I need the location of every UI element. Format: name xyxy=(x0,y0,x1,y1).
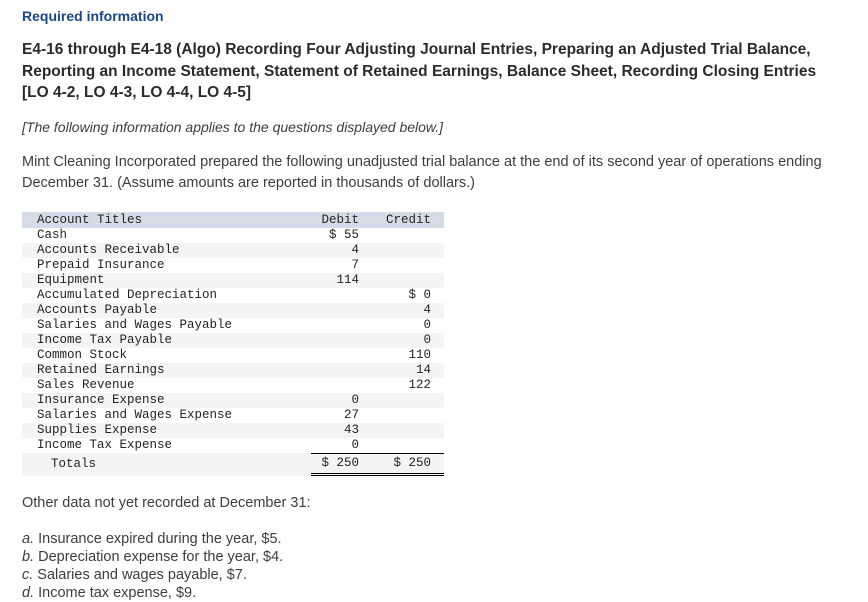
list-item: b. Depreciation expense for the year, $4… xyxy=(22,548,846,566)
row-amounts: 0 xyxy=(311,333,444,348)
table-row: Sales Revenue 122 xyxy=(22,378,444,393)
table-row: Income Tax Expense 0 xyxy=(22,438,444,453)
table-header-row: Account Titles Debit Credit xyxy=(22,211,444,228)
debit-amount: 43 xyxy=(343,423,359,437)
table-row: Income Tax Payable 0 xyxy=(22,332,444,348)
debit-amount: 4 xyxy=(351,243,359,257)
other-data-list: a. Insurance expired during the year, $5… xyxy=(22,530,846,602)
account-title: Retained Earnings xyxy=(37,363,165,377)
table-row: Insurance Expense 0 xyxy=(22,392,444,408)
row-amounts: 7 xyxy=(311,258,444,273)
list-item: d. Income tax expense, $9. xyxy=(22,584,846,602)
credit-amount: 122 xyxy=(408,378,431,392)
list-item: c. Salaries and wages payable, $7. xyxy=(22,566,846,584)
credit-amount: 0 xyxy=(423,318,431,332)
header-amounts: Debit Credit xyxy=(311,212,444,228)
item-text: Income tax expense, $9. xyxy=(34,584,197,601)
table-row: Retained Earnings 14 xyxy=(22,362,444,378)
row-amounts: 0 xyxy=(311,318,444,333)
totals-debit-amount: $ 250 xyxy=(321,456,359,470)
table-row: Accumulated Depreciation $ 0 xyxy=(22,288,444,303)
account-title: Salaries and Wages Payable xyxy=(37,318,233,332)
row-amounts: 27 xyxy=(311,408,444,423)
column-header-credit: Credit xyxy=(385,212,431,227)
account-title: Accumulated Depreciation xyxy=(37,288,218,302)
intro-paragraph: Mint Cleaning Incorporated prepared the … xyxy=(22,153,822,191)
table-row: Supplies Expense 43 xyxy=(22,422,444,438)
column-header-debit: Debit xyxy=(321,212,359,227)
table-row: Accounts Receivable 4 xyxy=(22,242,444,258)
totals-label: Totals xyxy=(51,457,97,471)
account-title: Insurance Expense xyxy=(37,393,165,407)
credit-amount: 110 xyxy=(408,348,431,362)
applies-note: [The following information applies to th… xyxy=(22,118,444,135)
debit-amount: 0 xyxy=(351,438,359,452)
row-amounts: 122 xyxy=(311,378,444,393)
table-row: Salaries and Wages Expense 27 xyxy=(22,408,444,423)
page-title: E4-16 through E4-18 (Algo) Recording Fou… xyxy=(22,41,817,101)
account-title: Accounts Receivable xyxy=(37,243,180,257)
table-row: Cash $ 55 xyxy=(22,228,444,243)
credit-amount: $ 0 xyxy=(408,288,431,302)
account-title: Prepaid Insurance xyxy=(37,258,165,272)
account-title: Cash xyxy=(37,228,68,242)
item-letter: c. xyxy=(22,566,34,583)
column-header-account-titles: Account Titles xyxy=(37,212,143,227)
row-amounts: 110 xyxy=(311,348,444,363)
account-title: Income Tax Expense xyxy=(37,438,173,452)
credit-amount: 4 xyxy=(423,303,431,317)
account-title: Income Tax Payable xyxy=(37,333,173,347)
account-title: Accounts Payable xyxy=(37,303,158,317)
required-information-label: Required information xyxy=(22,8,164,24)
row-amounts: 4 xyxy=(311,303,444,318)
row-amounts: $ 55 xyxy=(311,228,444,243)
row-amounts: $ 0 xyxy=(311,288,444,303)
row-amounts: 43 xyxy=(311,423,444,438)
account-title: Common Stock xyxy=(37,348,128,362)
table-body: Cash $ 55 Accounts Receivable 4 Prepaid Insu… xyxy=(22,228,444,453)
table-row: Accounts Payable 4 xyxy=(22,302,444,318)
debit-amount: 7 xyxy=(351,258,359,272)
item-letter: b. xyxy=(22,548,35,565)
credit-amount: 14 xyxy=(415,363,431,377)
row-amounts: 4 xyxy=(311,243,444,258)
totals-credit-amount: $ 250 xyxy=(393,456,431,470)
debit-amount: 0 xyxy=(351,393,359,407)
table-row: Prepaid Insurance 7 xyxy=(22,258,444,273)
row-amounts: 14 xyxy=(311,363,444,378)
row-amounts: 114 xyxy=(311,273,444,288)
totals-row: Totals $ 250 $ 250 xyxy=(22,452,444,476)
debit-amount: 114 xyxy=(336,273,359,287)
item-text: Insurance expired during the year, $5. xyxy=(34,530,282,547)
item-letter: d. xyxy=(22,584,35,601)
debit-amount: $ 55 xyxy=(328,228,359,242)
item-text: Depreciation expense for the year, $4. xyxy=(34,548,284,565)
item-letter: a. xyxy=(22,530,35,547)
item-text: Salaries and wages payable, $7. xyxy=(33,566,247,583)
table-row: Salaries and Wages Payable 0 xyxy=(22,318,444,333)
table-row: Common Stock 110 xyxy=(22,348,444,363)
credit-amount: 0 xyxy=(423,333,431,347)
account-title: Sales Revenue xyxy=(37,378,135,392)
table-row: Equipment 114 xyxy=(22,272,444,288)
other-data-heading: Other data not yet recorded at December … xyxy=(22,494,311,511)
trial-balance-table: Account Titles Debit Credit Cash $ 55 Acco… xyxy=(22,211,444,476)
row-amounts: 0 xyxy=(311,438,444,453)
account-title: Supplies Expense xyxy=(37,423,158,437)
account-title: Salaries and Wages Expense xyxy=(37,408,233,422)
account-title: Equipment xyxy=(37,273,105,287)
row-amounts: 0 xyxy=(311,393,444,408)
totals-amounts: $ 250 $ 250 xyxy=(311,452,444,476)
debit-amount: 27 xyxy=(343,408,359,422)
list-item: a. Insurance expired during the year, $5… xyxy=(22,530,846,548)
